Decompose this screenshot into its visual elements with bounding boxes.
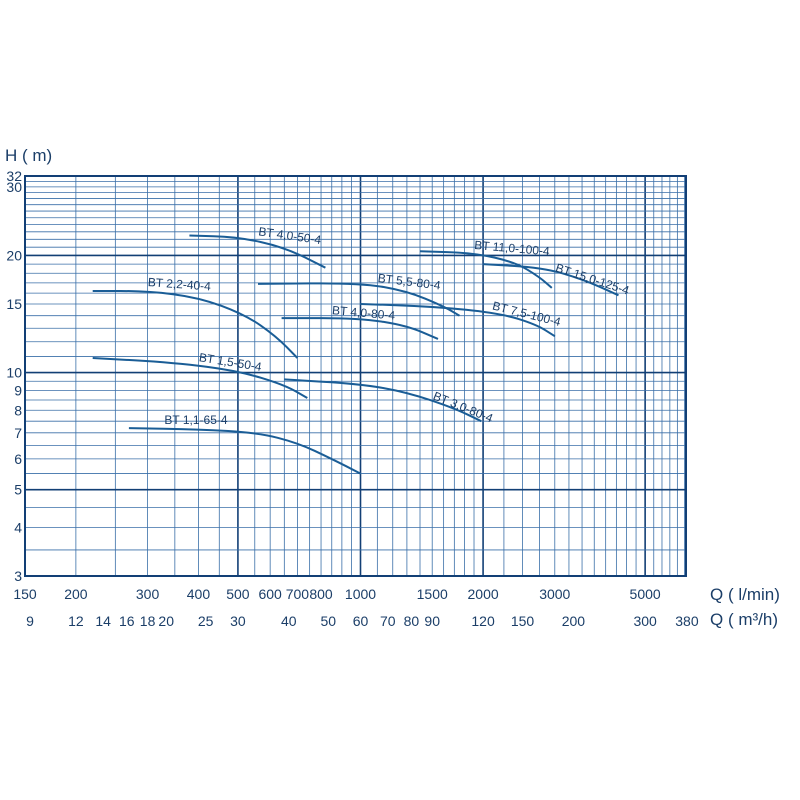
y-tick-label: 4 <box>14 519 22 535</box>
x-tick-label-lmin: 1500 <box>417 586 448 602</box>
y-tick-label: 15 <box>6 296 22 312</box>
performance-curves <box>92 234 619 475</box>
y-tick-label: 7 <box>14 425 22 441</box>
x-tick-label-lmin: 3000 <box>539 586 570 602</box>
y-tick-label: 3 <box>14 568 22 584</box>
x-tick-label-m3h: 16 <box>119 613 135 629</box>
y-tick-label: 8 <box>14 402 22 418</box>
curve-label: BT 11,0-100-4 <box>474 238 551 259</box>
y-tick-label: 6 <box>14 451 22 467</box>
curve-bt-15-0-125-4 <box>483 263 619 297</box>
curve-bt-4-0-50-4 <box>189 234 326 269</box>
curve-bt-11-0-100-4 <box>419 250 553 289</box>
curve-bt-5-5-80-4 <box>257 282 461 317</box>
x-tick-label-m3h: 150 <box>511 613 535 629</box>
x-axis-title-lmin: Q ( l/min) <box>710 585 780 604</box>
curve-bt-4-0-80-4 <box>281 317 439 340</box>
curve-label: BT 2,2-40-4 <box>147 275 211 293</box>
curve-label: BT 7,5-100-4 <box>491 299 562 330</box>
x-tick-label-lmin: 400 <box>187 586 211 602</box>
x-tick-label-lmin: 1000 <box>345 586 376 602</box>
y-tick-label: 30 <box>6 179 22 195</box>
x-tick-label-m3h: 40 <box>281 613 297 629</box>
curve-label: BT 3,0-80-4 <box>431 389 495 426</box>
curve-bt-2-2-40-4 <box>92 289 299 359</box>
curve-bt-1-5-50-4 <box>92 357 308 399</box>
x-tick-label-lmin: 2000 <box>468 586 499 602</box>
x-tick-label-m3h: 120 <box>471 613 495 629</box>
y-tick-label: 9 <box>14 382 22 398</box>
curve-label: BT 15,0-125-4 <box>554 261 631 298</box>
x-tick-label-m3h: 14 <box>95 613 111 629</box>
curve-bt-3-0-80-4 <box>284 378 482 423</box>
x-tick-label-lmin: 5000 <box>630 586 661 602</box>
x-tick-label-m3h: 50 <box>320 613 336 629</box>
x-tick-label-lmin: 700 <box>286 586 310 602</box>
curve-bt-1-1-65-4 <box>128 427 361 475</box>
x-tick-label-m3h: 380 <box>675 613 699 629</box>
y-axis-title: H ( m) <box>5 146 52 165</box>
y-tick-label: 32 <box>6 168 22 184</box>
x-tick-label-m3h: 90 <box>424 613 440 629</box>
x-tick-label-m3h: 25 <box>198 613 214 629</box>
y-tick-label: 10 <box>6 365 22 381</box>
x-tick-label-m3h: 200 <box>562 613 586 629</box>
curve-label: BT 1,1-65-4 <box>164 413 227 427</box>
x-tick-label-m3h: 80 <box>404 613 420 629</box>
x-tick-label-lmin: 600 <box>258 586 282 602</box>
x-tick-label-lmin: 150 <box>13 586 37 602</box>
x-tick-label-m3h: 20 <box>158 613 174 629</box>
x-axis-title-m3h: Q ( m³/h) <box>710 610 778 629</box>
x-tick-label-m3h: 300 <box>633 613 657 629</box>
x-tick-label-m3h: 30 <box>230 613 246 629</box>
x-tick-label-lmin: 300 <box>136 586 160 602</box>
curve-label: BT 4,0-80-4 <box>331 303 395 322</box>
y-tick-label: 5 <box>14 482 22 498</box>
x-tick-label-lmin: 500 <box>226 586 250 602</box>
x-tick-label-m3h: 70 <box>380 613 396 629</box>
x-tick-label-m3h: 9 <box>26 613 34 629</box>
curve-bt-7-5-100-4 <box>360 303 556 338</box>
plot-frame <box>24 175 687 577</box>
y-tick-label: 20 <box>6 247 22 263</box>
grid <box>24 175 687 577</box>
x-tick-label-m3h: 12 <box>68 613 84 629</box>
x-tick-label-m3h: 60 <box>353 613 369 629</box>
x-tick-label-lmin: 200 <box>64 586 88 602</box>
x-tick-label-m3h: 18 <box>140 613 156 629</box>
x-tick-label-lmin: 800 <box>309 586 333 602</box>
